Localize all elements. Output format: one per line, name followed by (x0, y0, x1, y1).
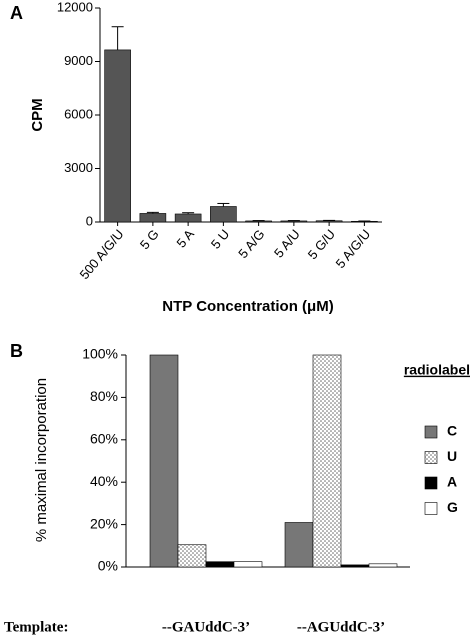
bar (245, 220, 272, 223)
x-tick-label: 500 A/G/U (77, 226, 127, 282)
bar (284, 522, 314, 568)
y-tick-label: 20% (90, 515, 118, 531)
x-tick-label: 5 G/U (305, 226, 338, 262)
bar (174, 213, 202, 223)
y-tick-label: 6000 (64, 106, 93, 121)
bar (340, 564, 370, 568)
y-axis-label: % maximal incorporation (33, 378, 50, 542)
y-tick-label: 100% (82, 346, 118, 362)
bar (312, 354, 342, 568)
panel-label: B (10, 341, 23, 361)
x-tick-label: 5 U (208, 226, 232, 251)
x-tick-label: 5 A (173, 226, 197, 250)
y-tick-label: 60% (90, 431, 118, 447)
y-tick-label: 80% (90, 388, 118, 404)
bar (315, 220, 343, 223)
x-tick-label: 5 A/U (271, 226, 303, 260)
x-tick-label: --GAUddC-3’ (162, 619, 250, 635)
y-axis-label: CPM (29, 98, 46, 131)
x-tick-label: 5 A/G (235, 226, 267, 261)
y-tick-label: 12000 (57, 0, 93, 14)
legend-label: C (447, 423, 457, 439)
y-tick-label: 0 (86, 213, 93, 228)
bar (233, 561, 263, 568)
legend-label: A (447, 474, 457, 490)
bar (205, 561, 235, 568)
x-tick-label: 5 G (137, 226, 162, 252)
legend-label: U (447, 448, 457, 464)
y-tick-label: 40% (90, 473, 118, 489)
legend-swatch (424, 451, 438, 464)
bar (177, 544, 207, 568)
legend-swatch (424, 476, 438, 490)
panel-label: A (10, 3, 23, 23)
y-tick-label: 0% (98, 558, 118, 574)
bar (139, 213, 167, 223)
y-tick-label: 9000 (64, 53, 93, 68)
bar (368, 563, 398, 568)
x-axis-label: NTP Concentration (μM) (162, 298, 333, 315)
bar (149, 354, 179, 568)
legend-label: G (447, 499, 458, 515)
legend-swatch (424, 425, 438, 439)
x-tick-label: --AGUddC-3’ (297, 619, 385, 635)
bar (280, 220, 308, 223)
bar (210, 206, 237, 223)
x-tick-label: 5 A/G/U (333, 226, 374, 271)
y-tick-label: 3000 (64, 160, 93, 175)
legend-swatch (424, 502, 438, 515)
legend-title: radiolabel (404, 362, 470, 378)
bar (104, 49, 131, 223)
x-axis-label: Template: (4, 619, 68, 635)
